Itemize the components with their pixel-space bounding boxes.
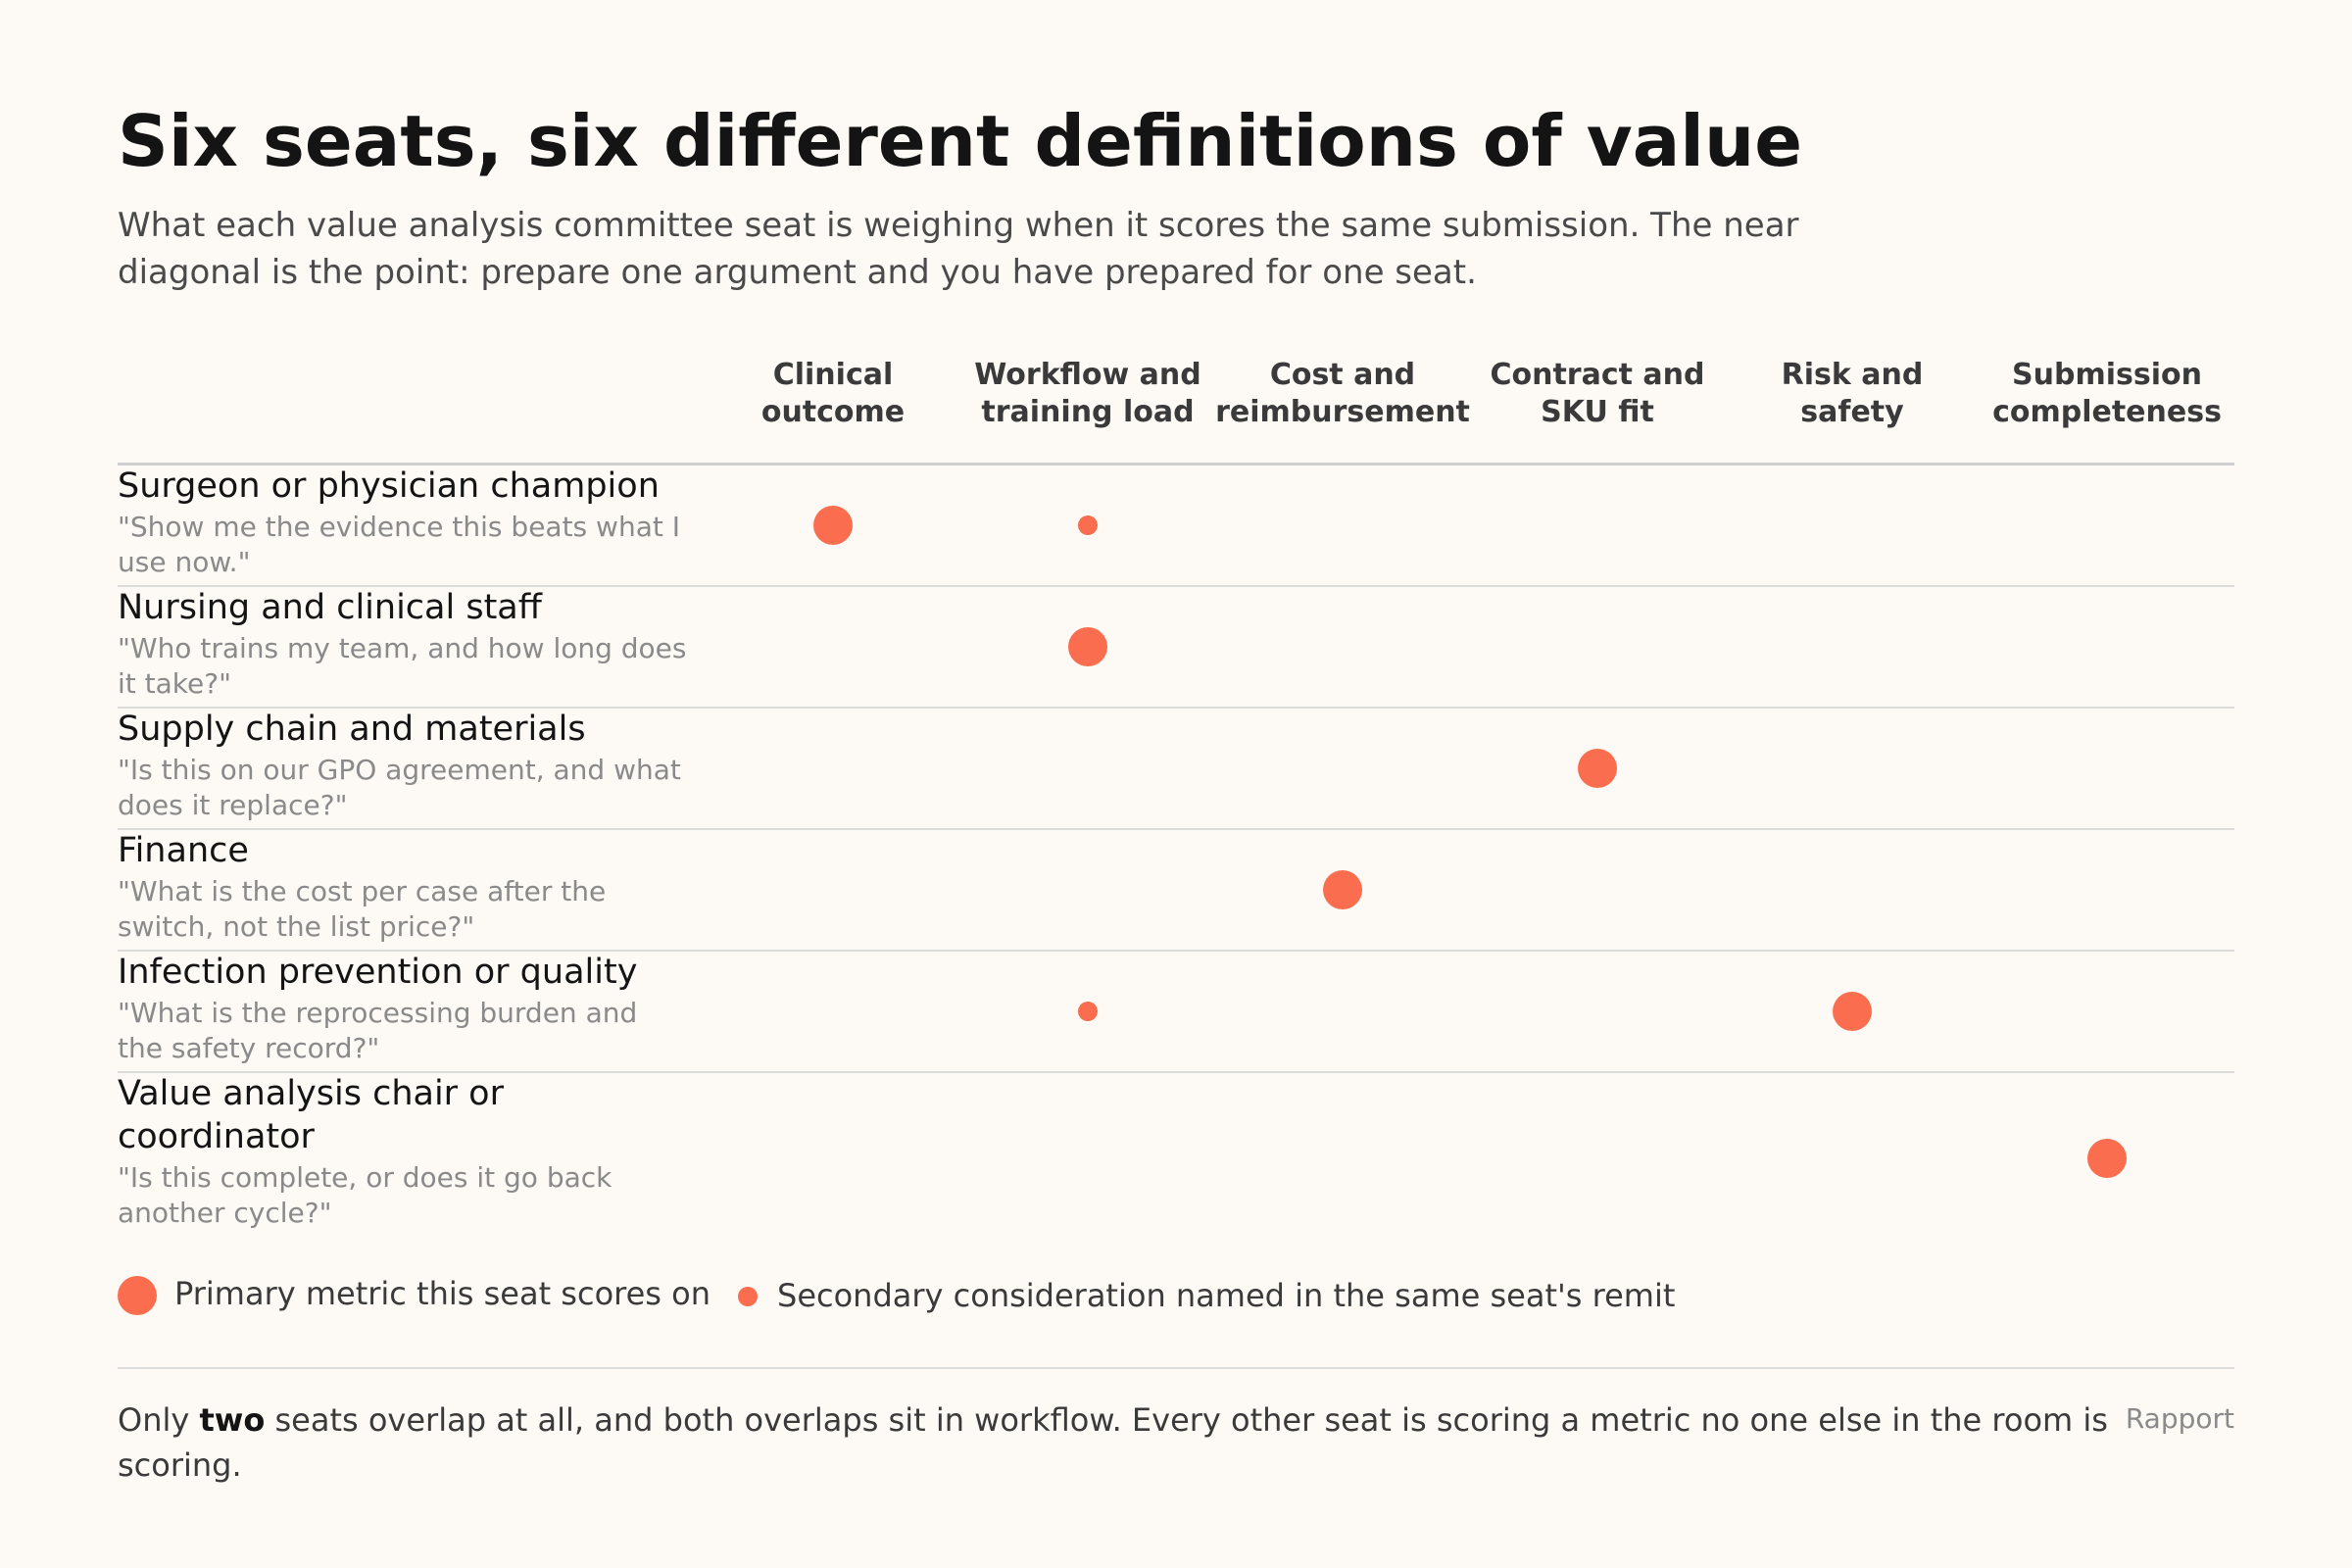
seat-quote-line: use now." xyxy=(118,546,251,578)
brand-label: Rapport xyxy=(2125,1402,2234,1435)
seat-quote-line: "What is the cost per case after the xyxy=(118,875,607,907)
column-header-line: Risk and xyxy=(1781,358,1924,392)
row-divider xyxy=(118,828,2234,830)
primary-dot xyxy=(2087,1139,2127,1178)
seat-name: Finance xyxy=(118,829,706,872)
primary-dot xyxy=(1578,749,1617,788)
primary-dot xyxy=(1323,870,1362,909)
seat-name-line: Value analysis chair or xyxy=(118,1074,504,1113)
legend-primary-dot xyxy=(118,1276,157,1315)
seat-quote-line: the safety record?" xyxy=(118,1032,380,1064)
seat-name-line: Supply chain and materials xyxy=(118,710,586,749)
seat-name-line: coordinator xyxy=(118,1117,315,1156)
seat-quote-line: it take?" xyxy=(118,667,231,700)
seat-quote-line: "Show me the evidence this beats what I xyxy=(118,511,680,543)
footnote-line-2: scoring. xyxy=(118,1446,242,1484)
seat-quote: "Is this complete, or does it go back ano… xyxy=(118,1160,706,1231)
footnote-emphasis: two xyxy=(199,1401,266,1439)
primary-dot xyxy=(1068,627,1107,666)
footnote-text-before: Only xyxy=(118,1401,200,1439)
seat-quote-line: "What is the reprocessing burden and xyxy=(118,997,638,1029)
secondary-dot xyxy=(1078,1002,1098,1021)
row-divider xyxy=(118,707,2234,709)
seat-quote-line: "Who trains my team, and how long does xyxy=(118,632,687,664)
column-header-line: Clinical xyxy=(772,358,894,392)
seat-name-line: Nursing and clinical staff xyxy=(118,588,542,627)
seat-quote: "Who trains my team, and how long does it… xyxy=(118,631,706,702)
legend-secondary-label: Secondary consideration named in the sam… xyxy=(777,1277,1676,1314)
seat-quote: "What is the reprocessing burden and the … xyxy=(118,996,706,1066)
column-header: Risk and safety xyxy=(1725,357,1980,431)
column-header-line: completeness xyxy=(1992,395,2222,429)
column-header-line: safety xyxy=(1800,395,1904,429)
seat-name: Supply chain and materials xyxy=(118,708,706,751)
seat-quote-line: "Is this complete, or does it go back xyxy=(118,1161,612,1194)
column-header-line: reimbursement xyxy=(1215,395,1470,429)
seat-name-line: Infection prevention or quality xyxy=(118,953,638,992)
seat-name: Nursing and clinical staff xyxy=(118,586,706,629)
column-header-line: Submission xyxy=(2012,358,2202,392)
row-divider xyxy=(118,1071,2234,1073)
secondary-dot xyxy=(1078,515,1098,535)
seat-quote: "Is this on our GPO agreement, and what d… xyxy=(118,753,706,823)
column-header-line: Workflow and xyxy=(974,358,1201,392)
column-header: Submission completeness xyxy=(1980,357,2234,431)
footer-divider xyxy=(118,1367,2234,1369)
column-header-line: training load xyxy=(981,395,1195,429)
seat-quote-line: another cycle?" xyxy=(118,1197,332,1229)
footnote-line-1: Only two seats overlap at all, and both … xyxy=(118,1397,2108,1443)
row-divider xyxy=(118,950,2234,952)
legend-primary-label: Primary metric this seat scores on xyxy=(174,1275,710,1312)
header-divider xyxy=(118,463,2234,466)
column-header: Cost and reimbursement xyxy=(1215,357,1470,431)
seat-quote-line: does it replace?" xyxy=(118,789,348,821)
column-header-line: SKU fit xyxy=(1541,395,1654,429)
row-divider xyxy=(118,585,2234,587)
primary-dot xyxy=(813,506,853,545)
column-header-line: Cost and xyxy=(1269,358,1416,392)
chart-subtitle: What each value analysis committee seat … xyxy=(118,206,1799,292)
seat-quote-line: switch, not the list price?" xyxy=(118,910,475,943)
seat-name: Surgeon or physician champion xyxy=(118,465,706,508)
chart-title: Six seats, six different definitions of … xyxy=(118,100,1803,182)
column-header: Clinical outcome xyxy=(706,357,960,431)
legend-secondary-dot xyxy=(738,1287,758,1306)
column-header-line: Contract and xyxy=(1490,358,1705,392)
column-header-line: outcome xyxy=(760,395,906,429)
column-header: Workflow and training load xyxy=(960,357,1215,431)
primary-dot xyxy=(1833,992,1872,1031)
footnote: Only two seats overlap at all, and both … xyxy=(118,1397,2108,1488)
column-header: Contract and SKU fit xyxy=(1470,357,1725,431)
seat-name: Value analysis chair or coordinator xyxy=(118,1072,706,1158)
seat-name-line: Surgeon or physician champion xyxy=(118,466,660,506)
footnote-text-after: seats overlap at all, and both overlaps … xyxy=(265,1401,2108,1439)
seat-quote-line: "Is this on our GPO agreement, and what xyxy=(118,754,681,786)
seat-name: Infection prevention or quality xyxy=(118,951,706,994)
seat-name-line: Finance xyxy=(118,831,249,870)
seat-quote: "What is the cost per case after the swit… xyxy=(118,874,706,945)
